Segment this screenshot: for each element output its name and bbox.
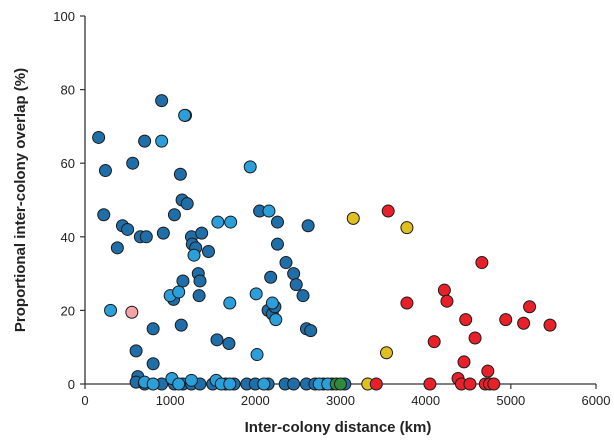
data-point-yellow — [400, 221, 414, 235]
data-point-light-blue — [184, 373, 198, 387]
x-tick-label: 3000 — [326, 393, 355, 408]
data-point-dark-blue — [138, 134, 152, 148]
x-tick-label: 1000 — [156, 393, 185, 408]
x-tick-label: 0 — [81, 393, 88, 408]
data-point-yellow — [346, 211, 360, 225]
data-point-light-blue — [187, 248, 201, 262]
data-point-dark-blue — [156, 226, 170, 240]
y-tick-label: 60 — [61, 156, 75, 171]
data-point-light-blue — [172, 285, 186, 299]
y-tick-label: 80 — [61, 83, 75, 98]
data-point-red — [481, 364, 495, 378]
data-point-dark-blue — [201, 245, 215, 259]
data-point-dark-blue — [174, 318, 188, 332]
data-point-light-blue — [269, 313, 283, 327]
data-point-dark-blue — [97, 208, 111, 222]
data-point-dark-blue — [210, 333, 224, 347]
ticks: 0 1000 2000 3000 4000 5000 6000 0 20 40 60 80 100 — [53, 9, 610, 408]
data-point-dark-blue — [126, 156, 140, 170]
data-point-dark-blue — [129, 344, 143, 358]
data-point-dark-blue — [270, 237, 284, 251]
data-point-dark-blue — [301, 219, 315, 233]
data-point-red — [468, 331, 482, 345]
data-point-dark-blue — [289, 278, 303, 292]
y-axis-title: Proportional inter-colony overlap (%) — [12, 68, 29, 332]
data-point-light-blue — [146, 377, 160, 391]
y-tick-label: 20 — [61, 303, 75, 318]
data-point-pink — [125, 305, 139, 319]
data-point-red — [459, 313, 473, 327]
data-point-dark-blue — [193, 274, 207, 288]
y-tick-label: 100 — [53, 9, 75, 24]
data-point-dark-blue — [192, 289, 206, 303]
data-point-dark-blue — [195, 226, 209, 240]
data-point-red — [517, 316, 531, 330]
data-point-dark-blue — [173, 167, 187, 181]
axes — [84, 16, 596, 385]
data-point-red — [543, 318, 557, 332]
data-point-red — [523, 300, 537, 314]
y-tick-label: 0 — [68, 377, 75, 392]
data-point-red — [381, 204, 395, 218]
data-point-light-blue — [224, 215, 238, 229]
data-point-light-blue — [211, 215, 225, 229]
data-point-dark-blue — [121, 222, 135, 236]
data-point-light-blue — [250, 348, 264, 362]
data-point-green — [334, 377, 347, 391]
data-point-dark-blue — [180, 197, 194, 211]
data-point-dark-blue — [139, 230, 153, 244]
data-point-dark-blue — [264, 270, 278, 284]
x-tick-label: 5000 — [496, 393, 525, 408]
data-point-dark-blue — [296, 289, 310, 303]
data-point-light-blue — [262, 204, 276, 218]
data-point-dark-blue — [287, 267, 301, 281]
data-point-yellow — [379, 346, 393, 360]
data-point-red — [475, 256, 489, 270]
data-point-red — [499, 313, 513, 327]
data-point-dark-blue — [146, 357, 160, 371]
data-point-dark-blue — [155, 94, 169, 108]
x-tick-label: 4000 — [411, 393, 440, 408]
data-point-dark-blue — [167, 208, 181, 222]
data-point-red — [487, 377, 501, 391]
x-axis-title: Inter-colony distance (km) — [245, 419, 432, 436]
data-point-red — [437, 283, 451, 297]
data-point-red — [369, 377, 383, 391]
data-point-light-blue — [265, 296, 279, 310]
data-point-red — [423, 377, 437, 391]
data-point-light-blue — [178, 108, 192, 122]
data-point-dark-blue — [279, 256, 293, 270]
data-point-red — [427, 335, 441, 349]
data-point-light-blue — [257, 377, 271, 391]
data-point-red — [440, 294, 454, 308]
data-point-dark-blue — [92, 130, 106, 144]
data-point-dark-blue — [110, 241, 124, 255]
data-point-light-blue — [172, 377, 186, 391]
data-point-red — [463, 377, 477, 391]
data-point-red — [400, 296, 414, 310]
y-tick-label: 40 — [61, 230, 75, 245]
data-point-dark-blue — [176, 274, 190, 288]
data-point-dark-blue — [287, 377, 301, 391]
data-point-dark-blue — [304, 324, 318, 338]
data-point-light-blue — [104, 303, 118, 317]
x-tick-label: 2000 — [241, 393, 270, 408]
data-point-light-blue — [223, 377, 237, 391]
data-point-dark-blue — [146, 322, 160, 336]
data-point-dark-blue — [270, 215, 284, 229]
data-point-dark-blue — [222, 337, 236, 351]
data-point-red — [457, 355, 471, 369]
x-tick-label: 6000 — [582, 393, 611, 408]
data-point-light-blue — [223, 296, 237, 310]
data-point-light-blue — [243, 160, 257, 174]
data-points — [92, 94, 557, 391]
data-point-light-blue — [155, 134, 169, 148]
data-point-light-blue — [249, 287, 263, 301]
data-point-dark-blue — [98, 164, 112, 178]
